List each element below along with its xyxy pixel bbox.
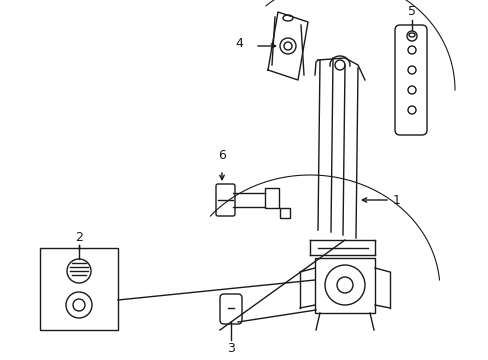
Bar — [40, 248, 118, 330]
Bar — [280, 208, 289, 218]
Bar — [314, 258, 374, 313]
Text: 2: 2 — [75, 231, 83, 244]
Text: 6: 6 — [218, 149, 225, 162]
Text: 3: 3 — [226, 342, 234, 355]
Text: 5: 5 — [407, 5, 415, 18]
Text: 4: 4 — [235, 36, 243, 50]
Bar — [264, 188, 279, 208]
Text: 1: 1 — [392, 194, 400, 207]
